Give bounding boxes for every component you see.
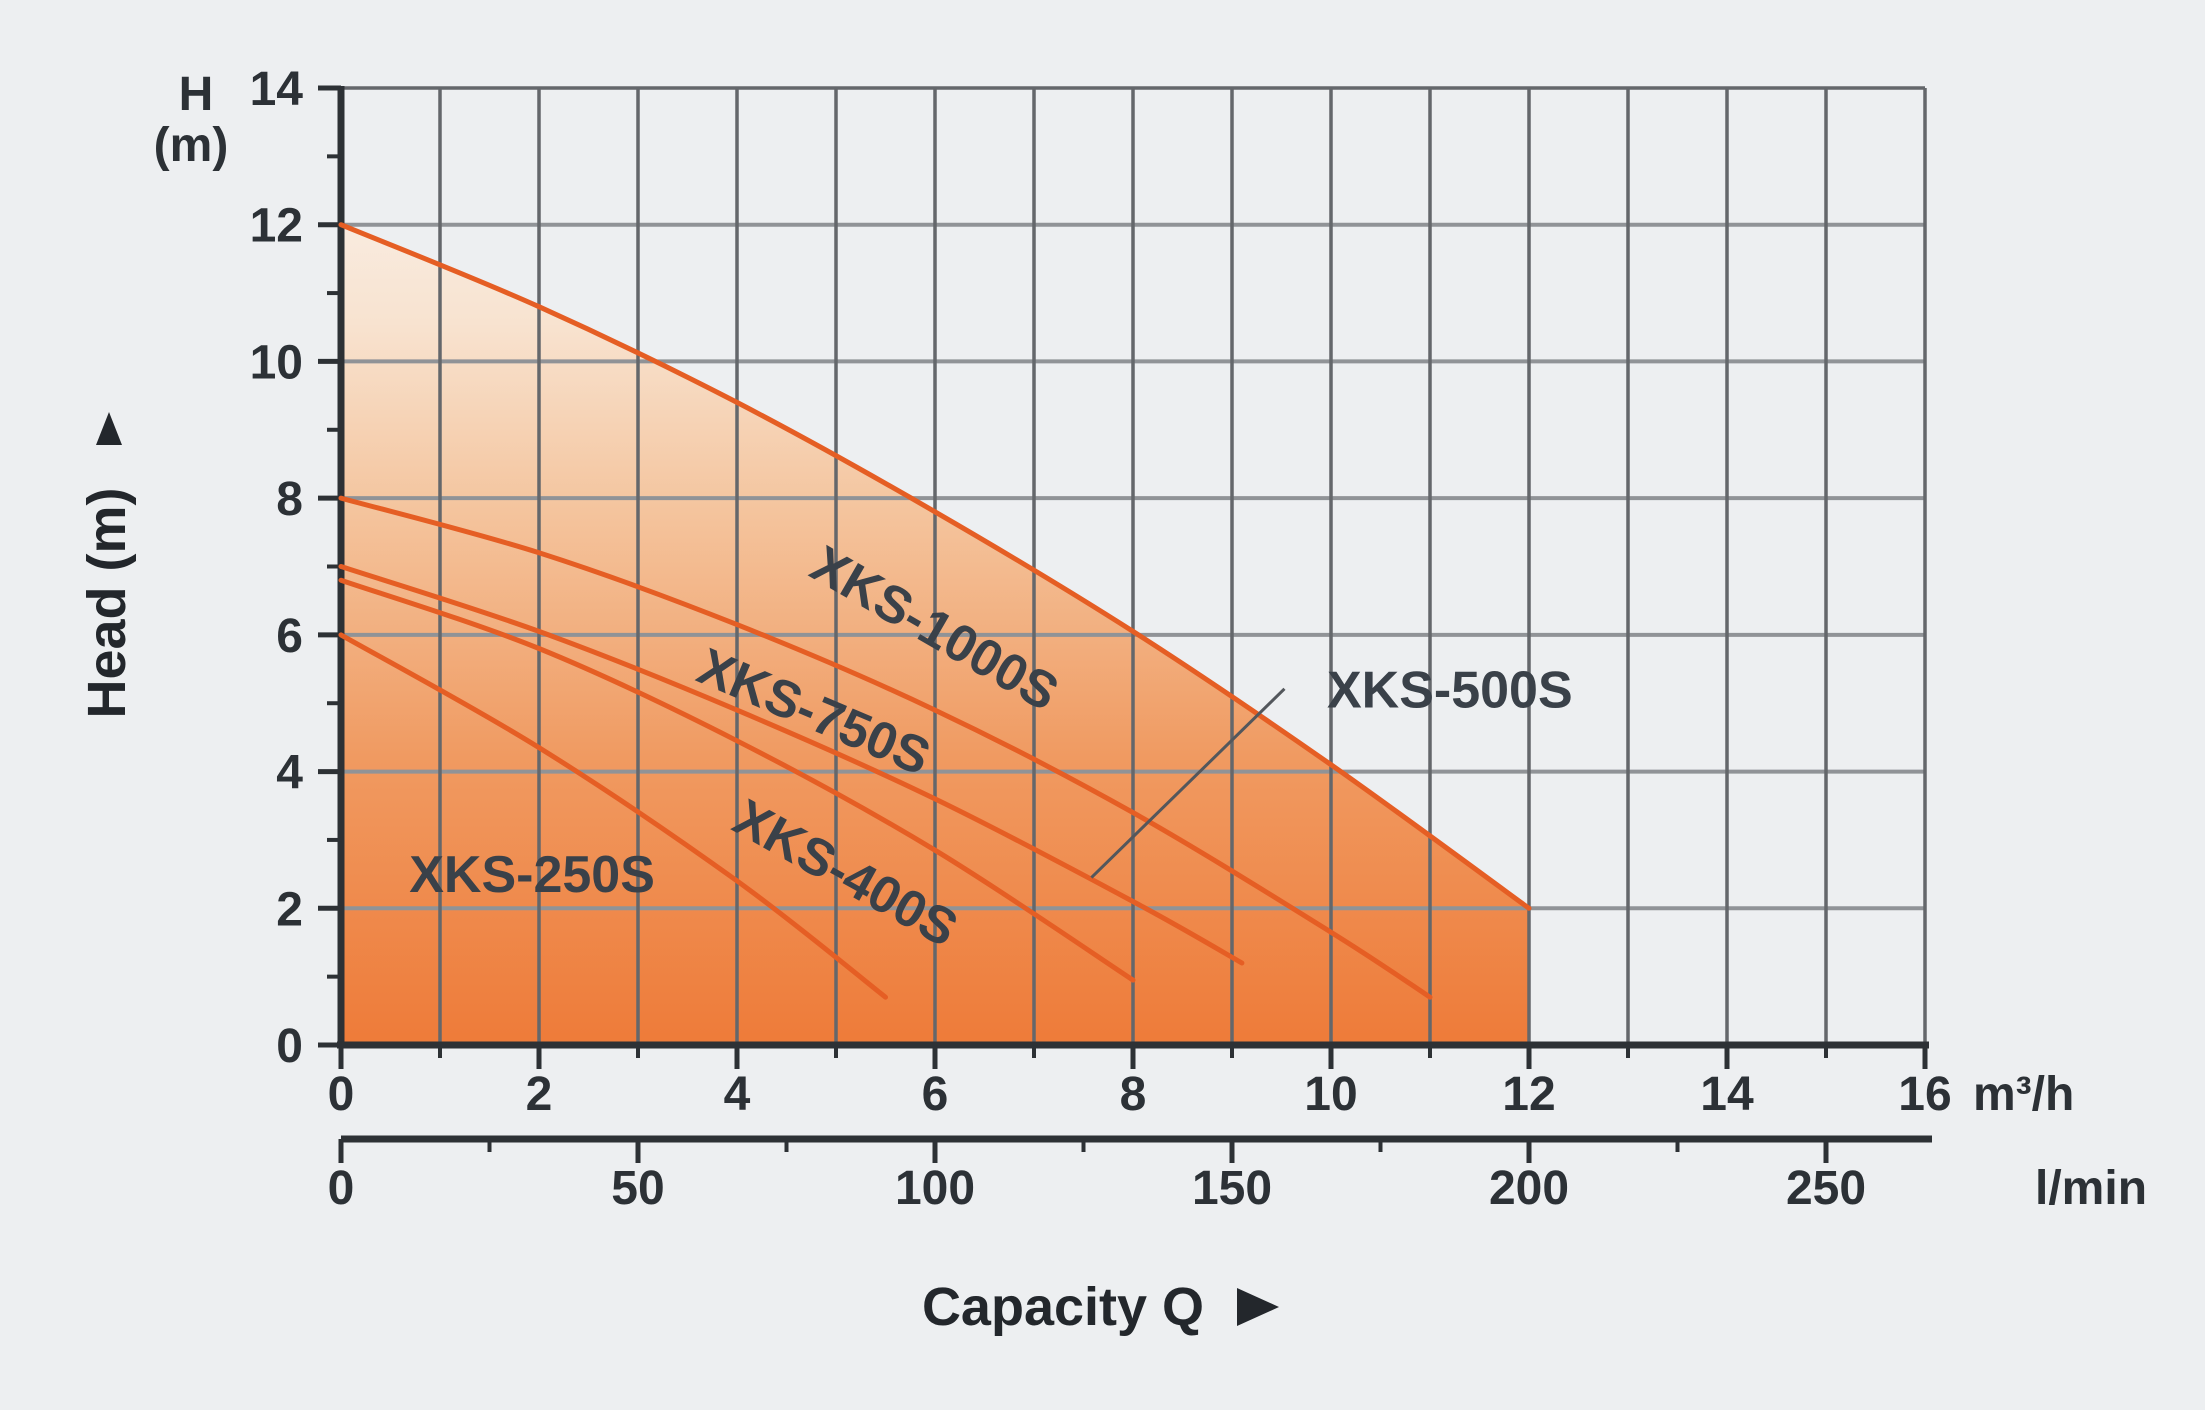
lmin-tick-label-200: 200 — [1489, 1162, 1569, 1215]
curve-xks-250s — [338, 632, 888, 1000]
x-tick-label-10: 10 — [1304, 1068, 1357, 1121]
y-tick-label-6: 6 — [276, 610, 303, 663]
curve-xks-750s — [338, 495, 1433, 1000]
curve-xks-500s — [338, 564, 1245, 966]
x-tick-label-12: 12 — [1502, 1068, 1555, 1121]
lmin-tick-label-250: 250 — [1786, 1162, 1866, 1215]
y-tick-label-10: 10 — [250, 336, 303, 389]
curve-xks-1000s — [338, 222, 1532, 911]
y-axis-corner-label-m: (m) — [154, 119, 229, 172]
lmin-axis-ticks — [338, 1139, 1829, 1163]
y-axis-title: Head (m) — [77, 487, 137, 718]
x-axis-unit-label: m³/h — [1973, 1068, 2074, 1121]
lmin-tick-label-0: 0 — [328, 1162, 355, 1215]
y-tick-label-12: 12 — [250, 200, 303, 253]
lmin-axis-unit-label: l/min — [2035, 1162, 2147, 1215]
x-tick-label-6: 6 — [922, 1068, 949, 1121]
lmin-tick-label-100: 100 — [895, 1162, 975, 1215]
grid — [341, 86, 1927, 1045]
y-tick-label-0: 0 — [276, 1020, 303, 1073]
lmin-tick-label-50: 50 — [611, 1162, 664, 1215]
x-axis-ticks — [338, 1045, 1928, 1069]
curve-xks-400s — [338, 577, 1136, 983]
y-axis-ticks — [318, 85, 341, 1048]
lmin-tick-label-150: 150 — [1192, 1162, 1272, 1215]
head-axis-arrow-icon — [96, 412, 122, 445]
y-tick-label-4: 4 — [276, 747, 303, 800]
y-axis-corner-label-h: H — [179, 68, 214, 121]
x-tick-label-14: 14 — [1700, 1068, 1754, 1121]
curve-label-xks-500s: XKS-500S — [1327, 662, 1573, 720]
x-tick-label-0: 0 — [328, 1068, 355, 1121]
capacity-axis-arrow-icon — [1237, 1288, 1279, 1326]
x-axis-title: Capacity Q — [922, 1277, 1204, 1337]
xks-500s-leader-line — [1090, 687, 1286, 879]
y-tick-label-14: 14 — [250, 63, 304, 116]
y-tick-label-2: 2 — [276, 883, 303, 936]
curve-label-xks-250s: XKS-250S — [409, 846, 655, 904]
y-tick-label-8: 8 — [276, 473, 303, 526]
x-tick-label-2: 2 — [526, 1068, 553, 1121]
x-tick-label-4: 4 — [724, 1068, 751, 1121]
x-tick-label-16: 16 — [1898, 1068, 1951, 1121]
x-tick-label-8: 8 — [1120, 1068, 1147, 1121]
